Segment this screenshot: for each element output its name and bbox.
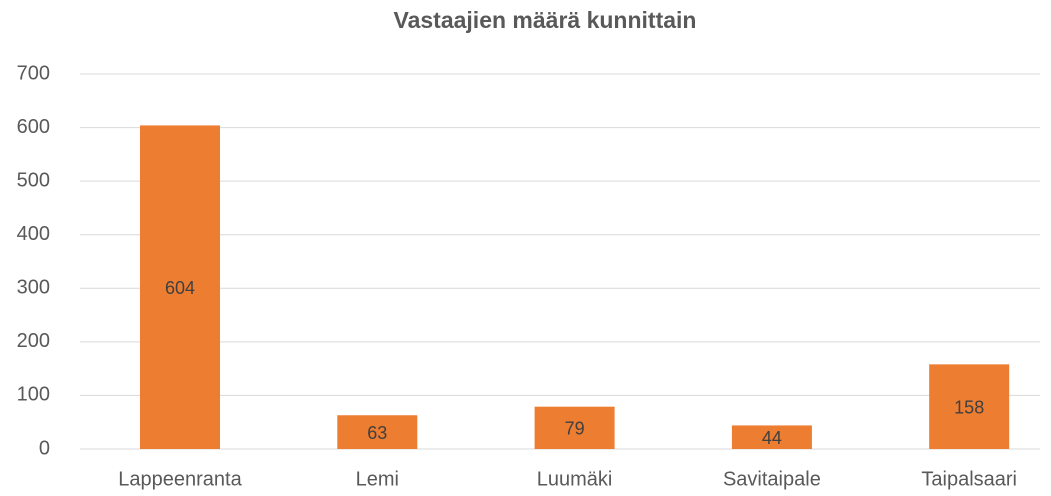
x-tick-label: Savitaipale [723,468,821,490]
y-tick-label: 700 [17,62,50,84]
y-tick-label: 400 [17,223,50,245]
data-label: 44 [762,428,782,448]
chart-title: Vastaajien määrä kunnittain [394,7,697,33]
data-label: 604 [165,278,195,298]
x-tick-label: Lemi [356,468,399,490]
data-label: 79 [565,419,585,439]
bar [534,406,615,449]
x-tick-label: Luumäki [537,468,613,490]
y-tick-label: 500 [17,169,50,191]
x-tick-label: Lappeenranta [118,468,242,490]
data-label: 63 [367,423,387,443]
y-tick-label: 100 [17,384,50,406]
bar [337,415,418,449]
y-tick-label: 300 [17,277,50,299]
bar [731,425,812,449]
y-tick-label: 0 [39,437,50,459]
x-tick-label: Taipalsaari [921,468,1017,490]
data-label: 158 [954,397,984,417]
bar [929,364,1010,449]
y-tick-label: 600 [17,116,50,138]
bar [140,125,220,449]
y-tick-label: 200 [17,330,50,352]
